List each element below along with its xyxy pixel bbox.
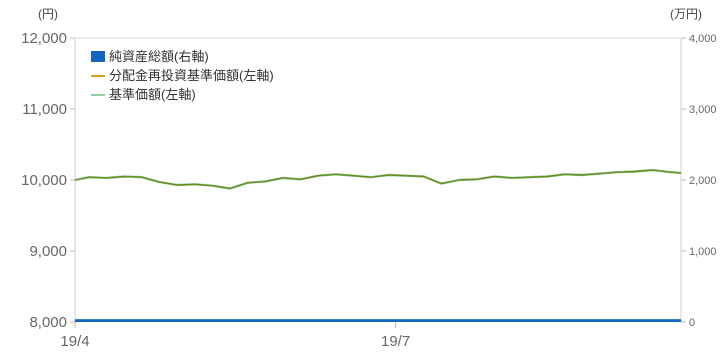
series-net-assets-bar bbox=[75, 319, 681, 322]
left-tick-label: 11,000 bbox=[22, 101, 67, 118]
right-axis-unit: (万円) bbox=[670, 7, 702, 21]
left-tick-label: 12,000 bbox=[21, 30, 67, 47]
legend-label-nav: 純資産総額(右軸) bbox=[109, 49, 209, 64]
left-axis-ticks: 8,000 9,000 10,000 11,000 12,000 bbox=[21, 30, 75, 331]
right-tick-label: 2,000 bbox=[689, 175, 717, 187]
right-tick-label: 0 bbox=[689, 317, 695, 329]
legend-label-reinvest: 分配金再投資基準価額(左軸) bbox=[109, 68, 274, 83]
right-tick-label: 4,000 bbox=[689, 33, 717, 45]
x-tick-label: 19/7 bbox=[381, 333, 410, 350]
left-tick-label: 8,000 bbox=[29, 314, 67, 331]
right-tick-label: 1,000 bbox=[689, 246, 717, 258]
left-tick-label: 9,000 bbox=[29, 243, 67, 260]
x-axis-ticks: 19/4 19/7 bbox=[60, 322, 410, 350]
right-tick-label: 3,000 bbox=[689, 104, 717, 116]
legend-label-price: 基準価額(左軸) bbox=[109, 87, 196, 102]
legend-swatch-nav bbox=[91, 51, 105, 62]
series-reinvest-price-line bbox=[74, 169, 682, 190]
series-nav-price-line bbox=[74, 168, 682, 190]
right-axis-ticks: 0 1,000 2,000 3,000 4,000 bbox=[681, 33, 717, 329]
left-axis-unit: (円) bbox=[38, 7, 58, 21]
legend: 純資産総額(右軸) 分配金再投資基準価額(左軸) 基準価額(左軸) bbox=[91, 49, 274, 102]
left-tick-label: 10,000 bbox=[21, 172, 67, 189]
series-layer bbox=[74, 168, 682, 322]
x-tick-label: 19/4 bbox=[60, 333, 89, 350]
